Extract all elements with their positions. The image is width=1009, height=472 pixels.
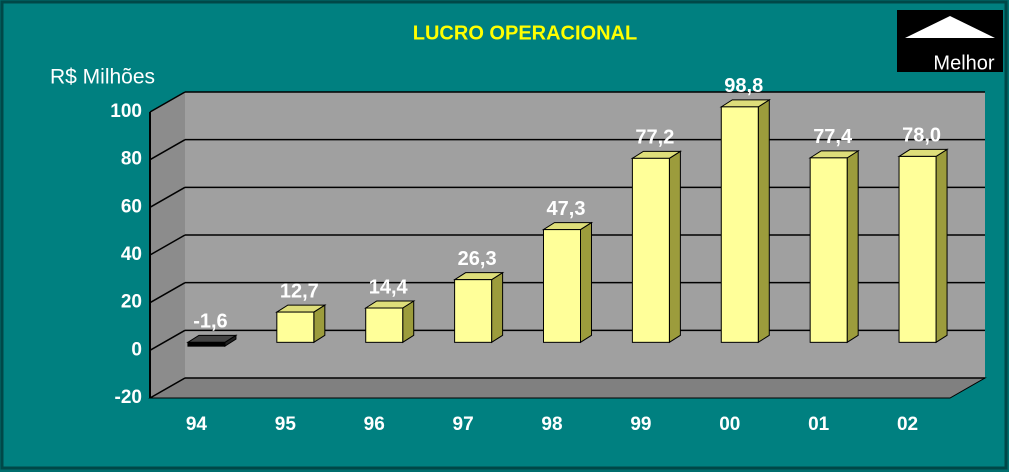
value-label: 26,3 [458,248,497,270]
bar-side [668,150,681,344]
bar [631,157,670,343]
value-label: -1,6 [193,311,227,333]
grid-line [149,91,186,113]
grid-line [149,234,186,256]
y-tick-label: 100 [110,101,142,122]
grid-line [149,377,186,399]
bar [809,157,848,343]
x-tick-label: 99 [630,414,651,435]
value-label: 78,0 [902,125,941,147]
floor [148,377,987,399]
grid-line [149,329,186,351]
y-axis-label: R$ Milhões [50,66,155,89]
grid-line [149,139,186,161]
grid-line [149,282,186,304]
value-label: 47,3 [547,198,586,220]
bar [454,279,493,343]
y-tick-label: 80 [121,149,142,170]
bar-side [846,149,859,344]
bar-side [935,148,948,344]
bar [898,155,937,343]
value-label: 77,4 [813,126,853,148]
y-tick-label: 40 [121,244,142,265]
value-label: 77,2 [635,127,674,149]
bar-side [757,98,770,344]
x-tick-label: 94 [186,414,208,435]
y-tick-label: 20 [121,292,142,313]
value-label: 14,4 [369,276,409,298]
better-label: Melhor [933,52,994,74]
x-tick-label: 97 [453,414,474,435]
y-tick-label: 0 [131,339,142,360]
better-arrow [905,16,995,38]
grid-line [149,186,186,208]
x-tick-label: 98 [541,414,562,435]
bar [276,311,315,343]
bar-side [491,271,504,344]
value-label: 12,7 [280,280,319,302]
bar [543,229,581,343]
y-tick-label: 60 [121,196,142,217]
x-tick-label: 00 [719,414,740,435]
bar [720,106,759,343]
y-tick-label: -20 [115,387,142,408]
bar [187,341,226,347]
x-tick-label: 01 [808,414,830,435]
value-label: 98,8 [724,75,763,97]
x-tick-label: 96 [364,414,385,435]
x-tick-label: 95 [275,414,297,435]
chart-title: LUCRO OPERACIONAL [413,22,637,44]
x-tick-label: 02 [897,414,918,435]
bar-side [580,221,592,344]
bar [365,307,404,343]
